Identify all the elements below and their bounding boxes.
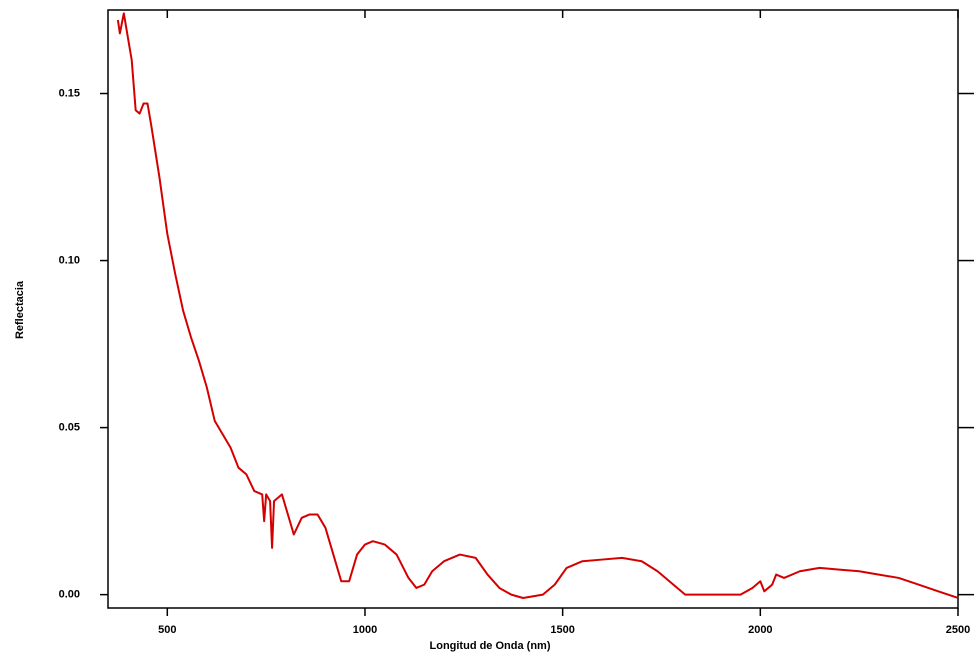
x-tick-label: 2500 [946,624,970,636]
x-axis-label: Longitud de Onda (nm) [430,640,551,652]
y-tick-label: 0.15 [59,87,80,99]
x-tick-label: 2000 [748,624,772,636]
y-tick-label: 0.10 [59,254,80,266]
plot-frame [107,9,959,609]
y-tick-label: 0.00 [59,589,80,601]
data-line [116,12,958,599]
x-tick-label: 1000 [353,624,377,636]
x-tick-label: 1500 [550,624,574,636]
x-tick-label: 500 [158,624,176,636]
y-tick-label: 0.05 [59,422,80,434]
y-axis-label: Reflectacia [14,280,26,339]
